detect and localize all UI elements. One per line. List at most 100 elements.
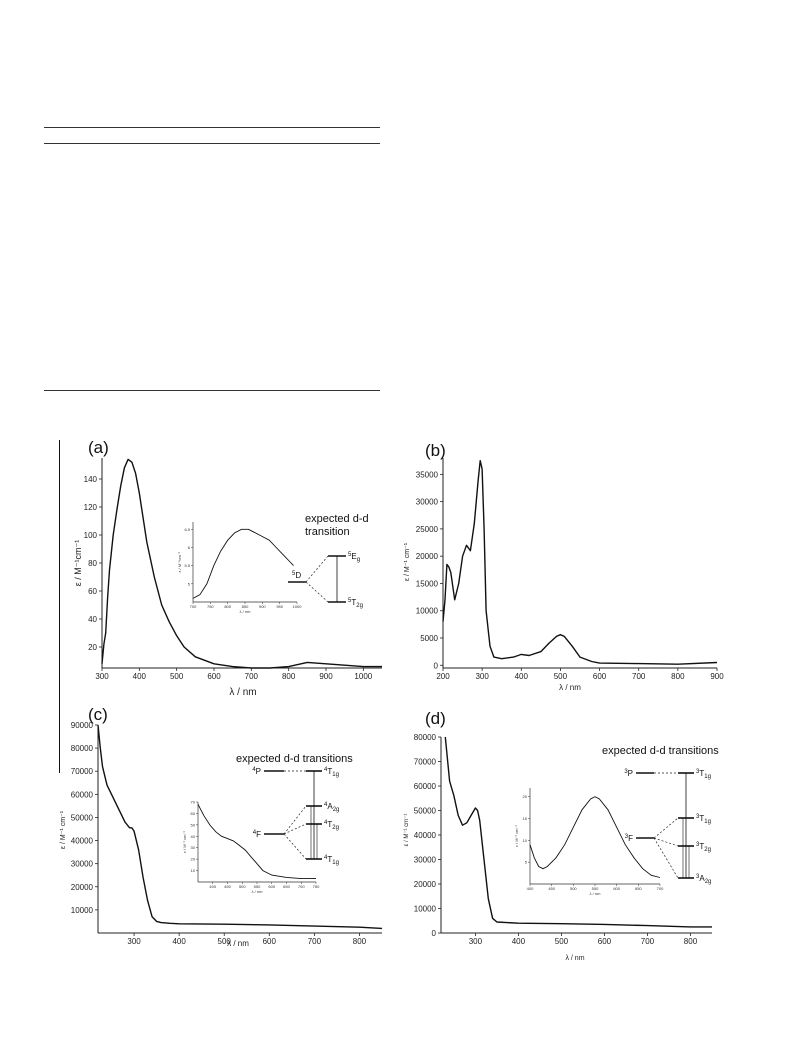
- level-label: 3P: [624, 769, 633, 778]
- annotation-text: expected d-d transitions: [602, 745, 719, 757]
- y-tick-label: 0: [434, 661, 439, 670]
- level-label: 4P: [252, 767, 261, 776]
- x-tick-label: 600: [263, 937, 277, 946]
- y-axis-label: ε / M⁻¹cm⁻¹: [73, 540, 83, 587]
- annotation-text: expected d-d: [305, 513, 369, 525]
- inset-x-tick-label: 750: [313, 884, 320, 889]
- panel-d: 300 400 500 600 700 800 0 10000 20000 30000 40000 5…: [404, 709, 719, 962]
- inset-x-tick-label: 500: [570, 886, 577, 891]
- inset-x-tick-label: 400: [209, 884, 216, 889]
- x-tick-label: 400: [133, 672, 147, 681]
- inset-y-tick-label: 40: [191, 834, 196, 839]
- y-tick-label: 30000: [414, 856, 437, 865]
- table-top-rule: [44, 127, 380, 128]
- inset: 400 450 500 550 600 650 700 5 10 15 20 λ / nm ε / M⁻…: [514, 788, 664, 896]
- y-tick-label: 30000: [71, 860, 94, 869]
- level-label: 4F: [253, 830, 261, 839]
- inset-series-line: [192, 528, 294, 599]
- correlation-line: [283, 805, 307, 835]
- x-axis-label: λ / nm: [229, 687, 256, 698]
- inset-x-tick-label: 600: [613, 886, 620, 891]
- inset-series-line: [197, 804, 316, 880]
- x-tick-label: 800: [353, 937, 367, 946]
- x-axis-label: λ / nm: [565, 955, 584, 962]
- y-tick-label: 10000: [416, 607, 439, 616]
- x-tick-label: 300: [469, 937, 483, 946]
- inset-y-tick-label: 6.5: [184, 527, 190, 532]
- series-line: [442, 460, 718, 665]
- level-label: 5D: [292, 571, 301, 580]
- y-tick-label: 120: [84, 503, 98, 512]
- y-tick-label: 20: [88, 643, 97, 652]
- x-tick-label: 400: [512, 937, 526, 946]
- inset: 700 750 800 850 900 950 1000 5 5.5 6 6.5 λ / nm ε / …: [177, 522, 302, 614]
- correlation-line: [283, 833, 307, 860]
- annotation-text: transition: [305, 526, 350, 538]
- inset-x-tick-label: 450: [224, 884, 231, 889]
- inset-x-tick-label: 800: [224, 604, 231, 609]
- panel-label: (a): [88, 438, 109, 457]
- level-label: 4A2g: [324, 802, 339, 813]
- inset-y-axis-label: ε / M⁻¹ cm⁻¹: [514, 824, 519, 846]
- y-axis-label: ε / M⁻¹ cm⁻¹: [404, 542, 411, 581]
- correlation-line: [305, 555, 329, 583]
- inset-x-tick-label: 700: [190, 604, 197, 609]
- y-tick-label: 20000: [71, 883, 94, 892]
- level-label: 3T1g: [696, 769, 711, 780]
- inset-x-axis-label: λ / nm: [590, 891, 602, 896]
- level-label: 4T1g: [324, 855, 339, 866]
- inset-x-tick-label: 850: [242, 604, 249, 609]
- y-tick-label: 5000: [420, 634, 438, 643]
- x-tick-label: 500: [170, 672, 184, 681]
- inset-x-tick-label: 950: [276, 604, 283, 609]
- panel-label: (d): [425, 709, 446, 728]
- inset-y-tick-label: 10: [523, 838, 528, 843]
- x-tick-label: 500: [218, 937, 232, 946]
- x-tick-label: 300: [475, 672, 489, 681]
- x-tick-label: 600: [593, 672, 607, 681]
- inset-series-line: [529, 796, 661, 878]
- panel-c: 300 400 500 600 700 800 10000 20000 30000 40000 50…: [60, 705, 383, 948]
- y-tick-label: 15000: [416, 579, 439, 588]
- x-tick-label: 700: [632, 672, 646, 681]
- y-tick-label: 60000: [414, 782, 437, 791]
- inset-y-tick-label: 70: [191, 800, 196, 805]
- inset-x-tick-label: 700: [298, 884, 305, 889]
- x-tick-label: 700: [308, 937, 322, 946]
- inset-x-tick-label: 650: [635, 886, 642, 891]
- inset-y-tick-label: 5.5: [184, 563, 190, 568]
- level-label: 4T1g: [324, 767, 339, 778]
- level-label: 3F: [625, 834, 633, 843]
- series-line: [97, 724, 383, 930]
- inset-x-tick-label: 450: [548, 886, 555, 891]
- inset-y-tick-label: 60: [191, 811, 196, 816]
- x-tick-label: 300: [127, 937, 141, 946]
- inset-x-axis-label: λ / nm: [240, 609, 252, 614]
- x-axis-label: λ / nm: [227, 939, 249, 948]
- inset-x-tick-label: 1000: [293, 604, 303, 609]
- inset-x-tick-label: 750: [207, 604, 214, 609]
- inset-y-tick-label: 20: [191, 857, 196, 862]
- x-tick-label: 500: [555, 937, 569, 946]
- inset-x-tick-label: 400: [527, 886, 534, 891]
- y-tick-label: 50000: [414, 807, 437, 816]
- correlation-line: [653, 837, 679, 847]
- level-label: 3T1g: [696, 814, 711, 825]
- x-axis-label: λ / nm: [559, 683, 581, 692]
- y-tick-label: 40: [88, 615, 97, 624]
- y-tick-label: 60: [88, 587, 97, 596]
- y-tick-label: 0: [432, 929, 437, 938]
- panel-label: (b): [425, 441, 446, 460]
- correlation-line: [305, 581, 329, 603]
- level-label: 3A2g: [696, 874, 711, 885]
- inset-y-axis-label: ε / M⁻¹cm⁻¹: [177, 551, 182, 572]
- inset-x-tick-label: 600: [268, 884, 275, 889]
- x-tick-label: 400: [172, 937, 186, 946]
- x-tick-label: 700: [641, 937, 655, 946]
- y-tick-label: 60000: [71, 790, 94, 799]
- x-tick-label: 1000: [354, 672, 372, 681]
- x-tick-label: 200: [436, 672, 450, 681]
- x-tick-label: 900: [319, 672, 333, 681]
- correlation-line: [653, 817, 679, 839]
